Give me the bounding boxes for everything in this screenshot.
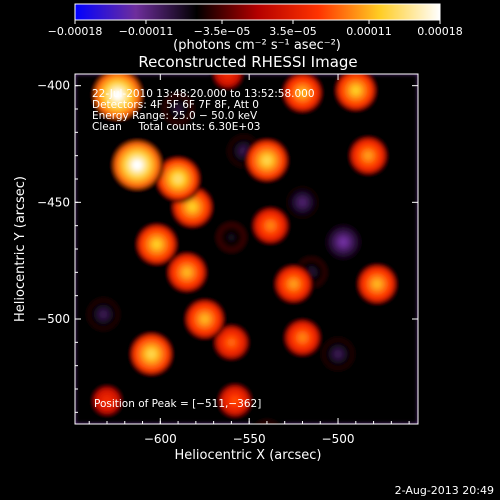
heatmap-source-positive <box>333 74 379 113</box>
colorbar-tick-label: −0.00011 <box>119 25 174 38</box>
heatmap-source-positive <box>347 134 390 177</box>
heatmap-source-negative <box>158 89 198 129</box>
y-tick-label: −450 <box>37 195 70 209</box>
chart-title: Reconstructed RHESSI Image <box>138 53 357 71</box>
colorbar-tick-label: 3.5e−05 <box>269 25 316 38</box>
heatmap-source-positive <box>272 263 315 305</box>
x-tick-label: −500 <box>322 432 355 446</box>
heatmap-source-positive <box>282 317 323 358</box>
plot-area <box>75 74 418 424</box>
heatmap-source-positive <box>210 74 245 91</box>
colorbar-tick-label: −3.5e−05 <box>194 25 251 38</box>
colorbar-tick-label: 0.00011 <box>346 25 392 38</box>
annotation-time-range: 22-Jul-2010 13:48:20.000 to 13:52:58.000 <box>92 88 315 100</box>
heatmap-source-positive <box>250 205 291 246</box>
heatmap-source-positive <box>165 250 209 294</box>
heatmap-source-negative <box>83 294 124 335</box>
y-axis-label: Heliocentric Y (arcsec) <box>13 176 28 322</box>
colorbar: −0.00018 −0.00011 −3.5e−05 3.5e−05 0.00011 0.… <box>48 3 463 53</box>
colorbar-unit-label: (photons cm⁻² s⁻¹ asec⁻²) <box>173 38 341 53</box>
heatmap-source-positive <box>134 222 180 267</box>
footer-timestamp: 2-Aug-2013 20:49 <box>395 484 494 497</box>
annotation-clean-counts: Clean Total counts: 6.30E+03 <box>92 121 261 133</box>
y-tick-label: −500 <box>37 312 70 326</box>
heatmap-source-positive <box>183 297 227 341</box>
x-axis-label: Heliocentric X (arcsec) <box>175 448 322 463</box>
x-tick-label: −550 <box>233 432 266 446</box>
heatmap-source-positive <box>128 330 175 378</box>
y-tick-label: −400 <box>37 79 70 93</box>
annotations: 22-Jul-2010 13:48:20.000 to 13:52:58.000… <box>92 88 315 410</box>
annotation-energy-range: Energy Range: 25.0 − 50.0 keV <box>92 110 258 122</box>
heatmap-source-positive <box>355 262 399 306</box>
axes: −600 −550 −500 −400 −450 −500 <box>37 74 418 446</box>
heatmap-source-positive <box>212 323 251 362</box>
annotation-detectors: Detectors: 4F 5F 6F 7F 8F, Att 0 <box>92 99 259 111</box>
heatmap-source-positive <box>110 138 165 192</box>
heatmap-source-negative <box>212 218 250 256</box>
heatmap-source-positive <box>280 74 325 115</box>
colorbar-tick-label: −0.00018 <box>48 25 103 38</box>
heatmap-source-negative <box>321 219 366 265</box>
x-tick-label: −600 <box>144 432 177 446</box>
heatmap-source-negative <box>281 181 324 224</box>
colorbar-tick-label: 0.00018 <box>417 25 463 38</box>
heatmap-source-positive <box>90 383 124 418</box>
heatmap-source-positive <box>154 155 202 203</box>
annotation-peak-position: Position of Peak = [−511,−362] <box>94 398 261 410</box>
heatmap-source-positive <box>216 382 254 420</box>
heatmap-blobs <box>75 74 418 424</box>
colorbar-ticks: −0.00018 −0.00011 −3.5e−05 3.5e−05 0.00011 0.… <box>48 20 463 38</box>
heatmap-source-positive <box>90 74 145 122</box>
heatmap-source-positive <box>243 137 291 184</box>
heatmap-source-negative <box>318 334 359 374</box>
colorbar-gradient <box>74 3 441 21</box>
